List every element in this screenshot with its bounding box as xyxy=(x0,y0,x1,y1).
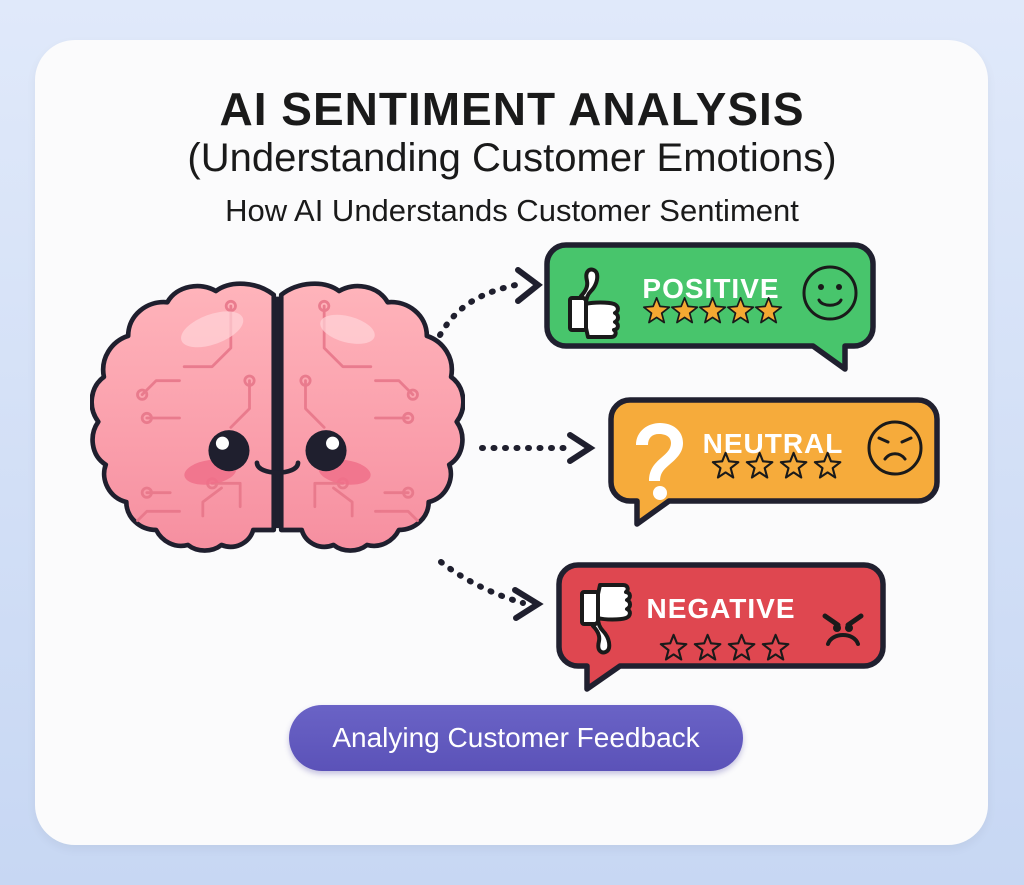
svg-text:POSITIVE: POSITIVE xyxy=(642,273,779,304)
svg-text:NEUTRAL: NEUTRAL xyxy=(703,428,844,459)
svg-text:NEGATIVE: NEGATIVE xyxy=(646,593,795,624)
